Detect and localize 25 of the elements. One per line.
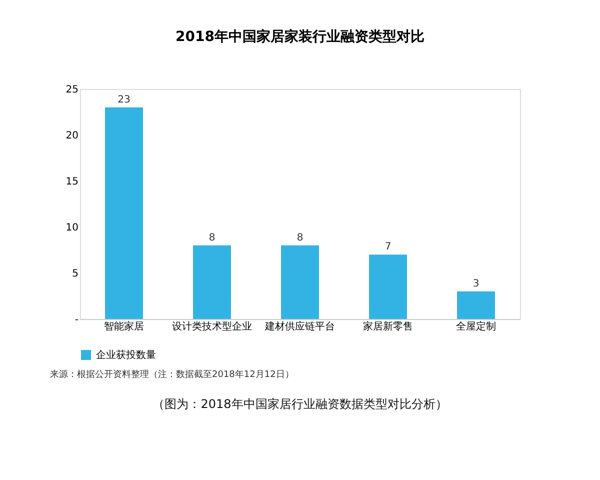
y-tick-label: 10 [66,222,78,234]
x-tick-label: 设计类技术型企业 [172,320,252,332]
bar [193,245,231,319]
text: （图为：2018年中国家居行业融资数据类型对比分析） [152,397,448,411]
x-tick-label: 建材供应链平台 [264,320,335,332]
y-tick-label: 20 [66,130,78,142]
y-tick-label: 25 [66,84,78,96]
legend-label: 企业获投数量 [96,349,156,361]
y-tick-label: 5 [72,268,78,280]
data-label: 23 [118,94,130,106]
x-tick-label: 智能家居 [104,320,144,332]
bar [457,291,495,319]
x-tick-label: 家居新零售 [363,320,413,332]
chart-title: 2018年中国家居家装行业融资类型对比 [176,28,424,45]
x-tick-label: 全屋定制 [456,320,496,332]
data-label: 3 [472,278,480,290]
source-note: 来源：根据公开资料整理（注：数据截至2018年12月12日） [50,369,294,380]
bar [105,107,143,319]
bar [281,245,319,319]
data-label: 8 [208,232,216,244]
y-tick-label: 15 [66,176,78,188]
data-label: 8 [296,232,304,244]
data-label: 7 [384,242,392,253]
bar [369,254,407,319]
y-tick-label: - [74,314,79,326]
